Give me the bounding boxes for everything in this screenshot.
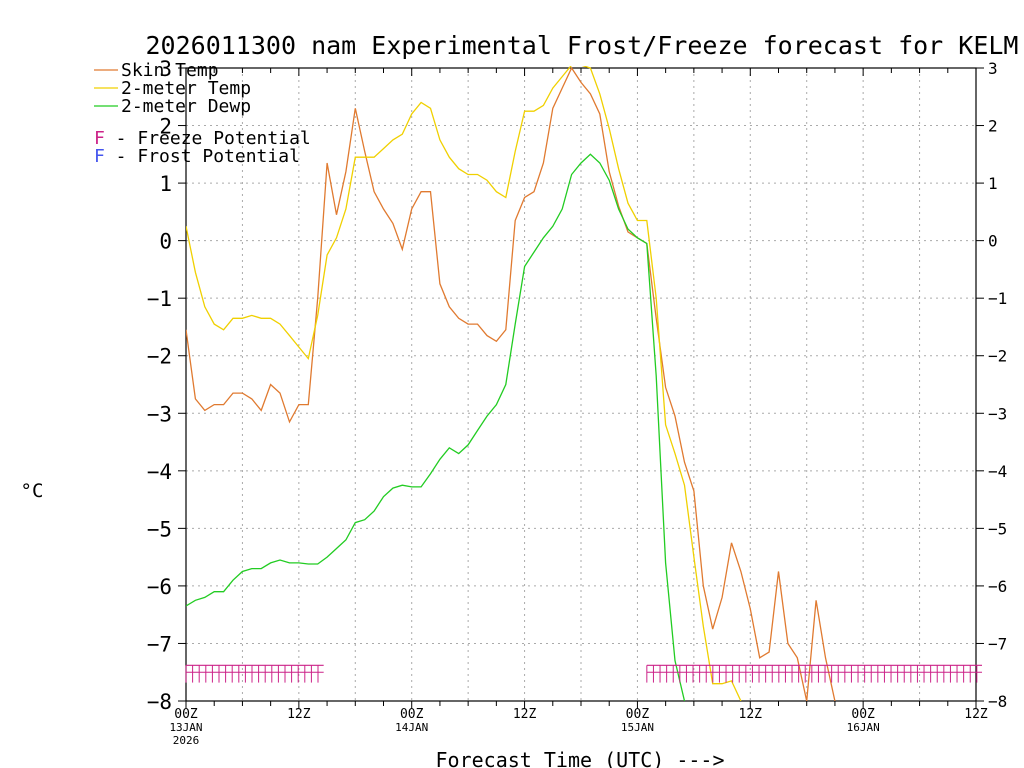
y-tick-label-left: −3 bbox=[147, 402, 172, 426]
freeze-potential-band bbox=[185, 664, 324, 683]
y-tick-label-right: −4 bbox=[988, 462, 1007, 481]
series-skin-temp bbox=[186, 66, 836, 701]
y-tick-label-left: −1 bbox=[147, 287, 172, 311]
x-tick-label: 00Z bbox=[174, 707, 198, 722]
y-tick-label-left: −6 bbox=[147, 575, 172, 599]
y-tick-label-left: −7 bbox=[147, 632, 172, 656]
x-tick-date: 15JAN bbox=[621, 721, 654, 734]
x-tick-date: 13JAN bbox=[169, 721, 202, 734]
freeze-potential-band bbox=[646, 664, 982, 683]
y-tick-label-right: −2 bbox=[988, 347, 1007, 366]
y-tick-label-left: −8 bbox=[147, 690, 172, 714]
y-tick-label-left: −5 bbox=[147, 517, 172, 541]
y-axis-right: −8 −7 −6 −5 −4 −3 −2 −1 0 1 2 3 bbox=[976, 59, 1007, 711]
x-tick-label: 00Z bbox=[400, 707, 424, 722]
y-tick-label-right: −6 bbox=[988, 577, 1007, 596]
potential-text: - Frost Potential bbox=[105, 146, 300, 167]
x-tick-date: 14JAN bbox=[395, 721, 428, 734]
potential-symbol: F bbox=[94, 128, 105, 149]
y-tick-label-left: −4 bbox=[147, 460, 172, 484]
x-tick-label: 12Z bbox=[739, 707, 763, 722]
x-tick-label: 12Z bbox=[964, 707, 988, 722]
x-axis-label: Forecast Time (UTC) ---> bbox=[436, 748, 725, 768]
x-tick-label: 00Z bbox=[626, 707, 650, 722]
series-2-meter-dewp bbox=[186, 153, 686, 701]
potential-symbol: F bbox=[94, 146, 105, 167]
y-tick-label-left: 0 bbox=[159, 230, 172, 254]
x-tick-year: 2026 bbox=[173, 734, 200, 747]
y-tick-label-right: 0 bbox=[988, 232, 998, 251]
potential-text: - Freeze Potential bbox=[105, 128, 311, 149]
y-axis-label: °C bbox=[21, 480, 44, 502]
x-tick-label: 12Z bbox=[513, 707, 537, 722]
chart-title: 2026011300 nam Experimental Frost/Freeze… bbox=[146, 31, 1019, 60]
y-tick-label-right: −7 bbox=[988, 634, 1007, 653]
y-tick-label-left: −2 bbox=[147, 345, 172, 369]
y-tick-label-right: −8 bbox=[988, 692, 1007, 711]
y-tick-label-left: 2 bbox=[159, 115, 172, 139]
x-tick-label: 00Z bbox=[851, 707, 875, 722]
y-tick-label-right: −1 bbox=[988, 289, 1007, 308]
y-tick-label-right: 1 bbox=[988, 174, 998, 193]
potential-legend-item: F - Freeze Potential bbox=[94, 128, 311, 149]
legend-label: 2-meter Dewp bbox=[121, 96, 251, 117]
y-tick-label-right: 3 bbox=[988, 59, 998, 78]
legend-label: Skin Temp bbox=[121, 60, 219, 81]
x-tick-date: 16JAN bbox=[847, 721, 880, 734]
y-axis-left: −8 −7 −6 −5 −4 −3 −2 −1 0 1 2 3 bbox=[147, 57, 186, 714]
x-tick-label: 12Z bbox=[287, 707, 311, 722]
freeze-potential-markers bbox=[185, 664, 982, 683]
y-tick-label-left: 1 bbox=[159, 172, 172, 196]
series-lines bbox=[186, 66, 836, 701]
series-2-meter-temp bbox=[186, 66, 742, 701]
y-tick-label-right: −3 bbox=[988, 404, 1007, 423]
y-tick-label-left: 3 bbox=[159, 57, 172, 81]
legend-label: 2-meter Temp bbox=[121, 78, 251, 99]
y-tick-label-right: 2 bbox=[988, 117, 998, 136]
potential-legend-item: F - Frost Potential bbox=[94, 146, 300, 167]
y-tick-label-right: −5 bbox=[988, 519, 1007, 538]
